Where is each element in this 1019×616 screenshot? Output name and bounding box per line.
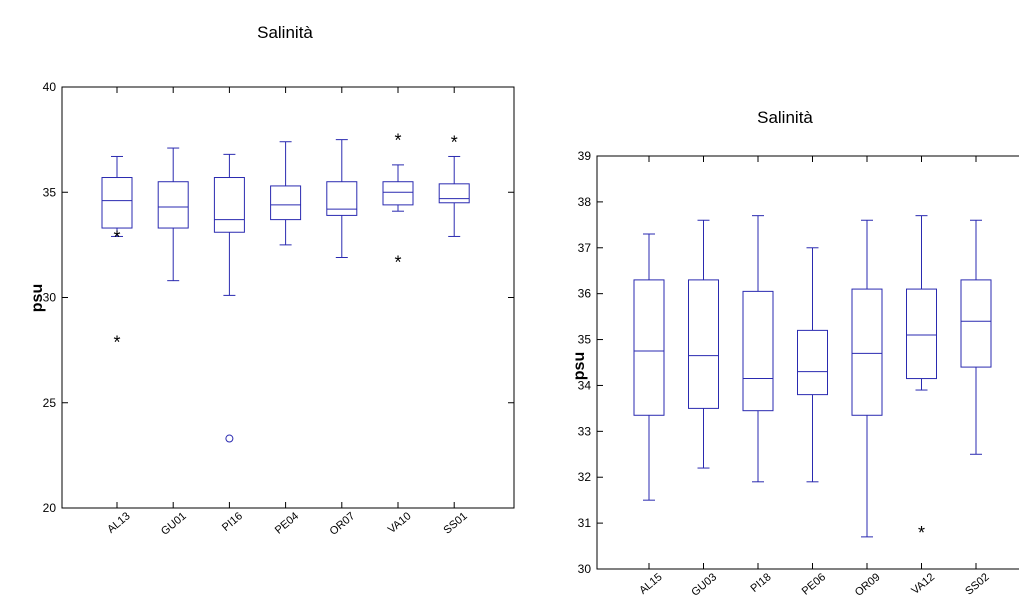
left-box [438,183,470,204]
right-y-tick-label: 34 [578,378,592,392]
right-x-tick-label: SS02 [963,571,991,597]
left-x-tick-label: OR07 [328,510,358,538]
right-x-tick-label: AL15 [637,571,664,597]
right-x-tick-label: OR09 [853,571,883,599]
left-y-axis-label: psu [29,284,46,312]
left-outlier-star: * [394,131,401,151]
left-chart-title: Salinità [257,23,313,42]
right-y-axis-label: psu [571,352,588,380]
left-y-tick-label: 25 [43,396,57,410]
right-y-tick-label: 35 [578,333,592,347]
right-y-tick-label: 32 [578,470,592,484]
left-outlier-star: * [113,333,120,353]
right-y-tick-label: 36 [578,287,592,301]
right-x-tick-label: PE06 [800,571,828,597]
left-outlier-star: * [394,253,401,273]
left-x-tick-label: SS01 [441,510,469,536]
right-box [851,288,883,416]
left-y-tick-label: 40 [43,80,57,94]
right-outlier-star: * [918,523,925,543]
right-plot-frame [596,155,1019,570]
right-box [906,288,937,380]
left-y-tick-label: 30 [43,291,57,305]
left-x-tick-label: PI16 [220,510,245,534]
right-y-tick-label: 31 [578,516,592,530]
right-box [688,279,719,409]
right-y-tick-label: 38 [578,195,592,209]
left-x-tick-label: PE04 [273,510,301,536]
right-box [742,290,774,412]
left-box [382,181,414,206]
left-outlier-star: * [113,227,120,247]
left-x-tick-label: VA10 [386,510,414,536]
right-box [633,279,665,416]
left-box [213,177,245,233]
left-outlier-circle [225,434,234,443]
right-box [797,329,828,396]
left-y-tick-label: 20 [43,501,57,515]
left-x-tick-label: GU01 [159,510,189,538]
right-y-tick-label: 37 [578,241,592,255]
right-boxplot-chart: Salinità psu 30 31 32 33 34 35 36 37 38 39 AL15 GU0… [571,108,1019,599]
left-box [157,181,189,229]
left-box [326,181,358,216]
left-outlier-star: * [451,133,458,153]
right-y-tick-label: 33 [578,424,592,438]
right-chart-title: Salinità [757,108,813,127]
left-y-tick-label: 35 [43,185,57,199]
left-plot-frame [61,86,515,509]
left-box [101,177,133,229]
right-x-tick-label: PI18 [749,571,774,595]
right-box [960,279,992,368]
right-x-tick-label: GU03 [689,571,719,599]
left-x-tick-label: AL13 [105,510,132,536]
right-y-tick-label: 30 [578,562,592,576]
right-y-tick-label: 39 [578,149,592,163]
left-boxplot-chart: Salinità psu 20 25 30 35 40 * * AL13 GU01 PI16 PE0… [29,23,515,538]
left-box [270,185,302,221]
right-x-tick-label: VA12 [909,571,937,597]
